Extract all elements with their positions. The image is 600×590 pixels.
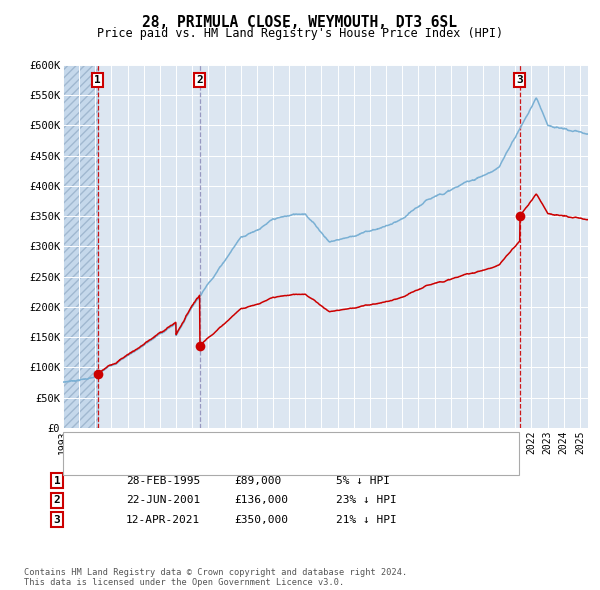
- Text: £350,000: £350,000: [234, 515, 288, 525]
- Text: 5% ↓ HPI: 5% ↓ HPI: [336, 476, 390, 486]
- Bar: [63, 65, 98, 428]
- Text: 1: 1: [53, 476, 61, 486]
- Text: HPI: Average price, detached house, Dorset: HPI: Average price, detached house, Dors…: [99, 458, 361, 468]
- Text: 28, PRIMULA CLOSE, WEYMOUTH, DT3 6SL: 28, PRIMULA CLOSE, WEYMOUTH, DT3 6SL: [143, 15, 458, 30]
- Text: 21% ↓ HPI: 21% ↓ HPI: [336, 515, 397, 525]
- Text: 28, PRIMULA CLOSE, WEYMOUTH, DT3 6SL (detached house): 28, PRIMULA CLOSE, WEYMOUTH, DT3 6SL (de…: [99, 440, 430, 450]
- Text: 3: 3: [53, 515, 61, 525]
- Text: £89,000: £89,000: [234, 476, 281, 486]
- Text: 23% ↓ HPI: 23% ↓ HPI: [336, 496, 397, 505]
- Text: Contains HM Land Registry data © Crown copyright and database right 2024.
This d: Contains HM Land Registry data © Crown c…: [24, 568, 407, 587]
- Text: 12-APR-2021: 12-APR-2021: [126, 515, 200, 525]
- Text: 22-JUN-2001: 22-JUN-2001: [126, 496, 200, 505]
- Text: Price paid vs. HM Land Registry's House Price Index (HPI): Price paid vs. HM Land Registry's House …: [97, 27, 503, 40]
- Text: 2: 2: [53, 496, 61, 505]
- Text: 2: 2: [196, 75, 203, 85]
- Text: £136,000: £136,000: [234, 496, 288, 505]
- Text: 1: 1: [94, 75, 101, 85]
- Text: 28-FEB-1995: 28-FEB-1995: [126, 476, 200, 486]
- Text: 3: 3: [517, 75, 523, 85]
